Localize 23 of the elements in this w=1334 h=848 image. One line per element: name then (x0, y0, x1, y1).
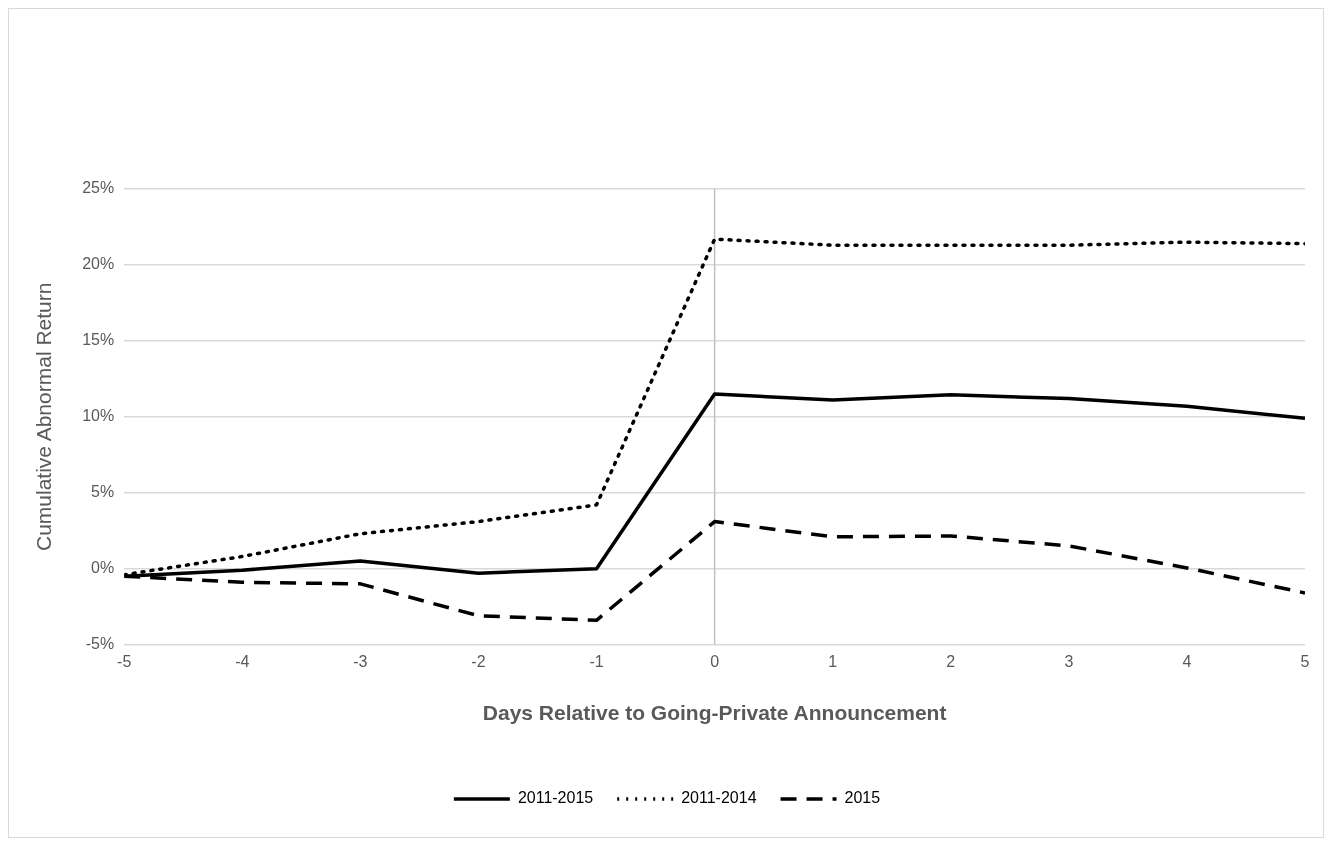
y-tick-label: 20% (82, 255, 115, 273)
x-tick-label: -4 (235, 652, 250, 670)
y-tick-label: 15% (82, 331, 115, 349)
x-tick-label: 1 (828, 652, 838, 670)
legend-label: 2015 (844, 789, 881, 807)
x-tick-label: 0 (710, 652, 720, 670)
x-tick-label: 2 (946, 652, 956, 670)
y-tick-label: 0% (91, 559, 115, 577)
y-tick-label: 25% (82, 179, 115, 197)
x-tick-label: 4 (1182, 652, 1192, 670)
y-tick-label: -5% (85, 635, 115, 653)
x-tick-label: -5 (117, 652, 132, 670)
x-axis-title: Days Relative to Going-Private Announcement (482, 701, 947, 725)
y-tick-label: 5% (91, 483, 115, 501)
x-tick-label: -1 (589, 652, 604, 670)
x-tick-label: -2 (471, 652, 486, 670)
y-tick-label: 10% (82, 407, 115, 425)
x-tick-label: -3 (353, 652, 368, 670)
x-tick-label: 3 (1064, 652, 1074, 670)
x-tick-label: 5 (1300, 652, 1310, 670)
legend-label: 2011-2014 (681, 789, 757, 807)
y-axis-title: Cumulative Abnormal Return (32, 282, 56, 552)
legend-label: 2011-2015 (517, 789, 594, 807)
